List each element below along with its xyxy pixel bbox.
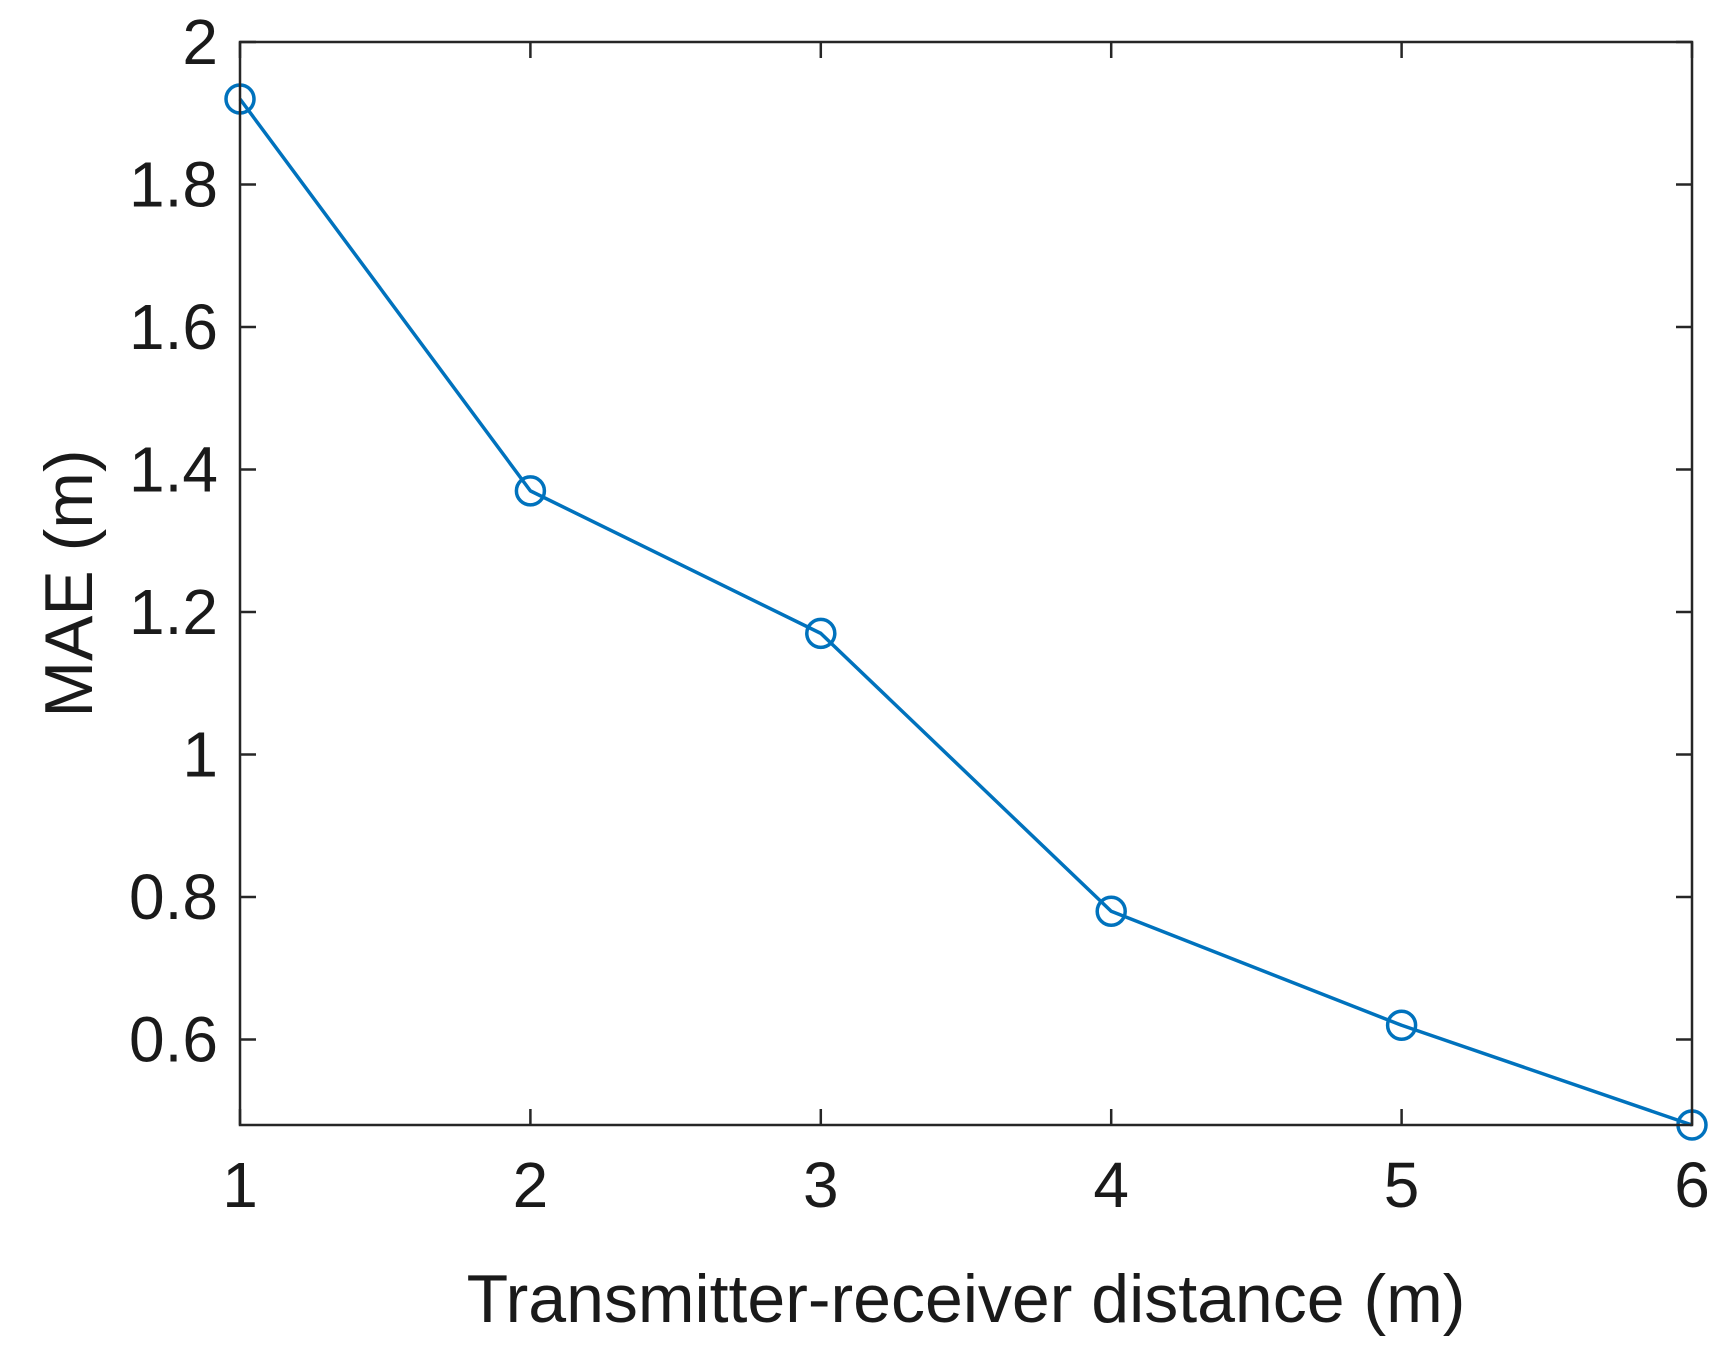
data-point — [514, 475, 547, 507]
y-tick-label: 0.6 — [129, 1004, 218, 1076]
series-line — [238, 97, 1693, 1127]
y-tick-label: 1 — [182, 719, 218, 791]
y-tick-label: 2 — [182, 6, 218, 78]
y-tick-label: 0.8 — [129, 861, 218, 933]
x-tick-label: 3 — [803, 1149, 839, 1221]
y-tick-label: 1.8 — [129, 149, 218, 221]
x-tick-label: 5 — [1384, 1149, 1420, 1221]
y-tick-label: 1.6 — [129, 291, 218, 363]
data-point — [805, 617, 837, 650]
y-axis-label: MAE (m) — [31, 449, 107, 717]
x-tick-label: 4 — [1093, 1149, 1129, 1221]
x-tick-label: 1 — [222, 1149, 258, 1221]
data-point — [1095, 895, 1127, 927]
data-point — [1385, 1009, 1418, 1041]
x-tick-label: 6 — [1674, 1149, 1710, 1221]
y-tick-label: 1.2 — [129, 576, 218, 648]
labels-layer: Transmitter-receiver distance (m) MAE (m… — [31, 449, 1465, 1337]
series-layer — [224, 83, 1708, 1141]
ticks-layer: 1 2 3 4 5 6 0.6 0.8 1 1.2 1.4 1.6 1.8 2 — [129, 6, 1710, 1221]
x-tick-label: 2 — [513, 1149, 549, 1221]
x-axis-label: Transmitter-receiver distance (m) — [467, 1261, 1466, 1337]
y-tick-label: 1.4 — [129, 434, 218, 506]
plot-frame — [238, 40, 1694, 1127]
